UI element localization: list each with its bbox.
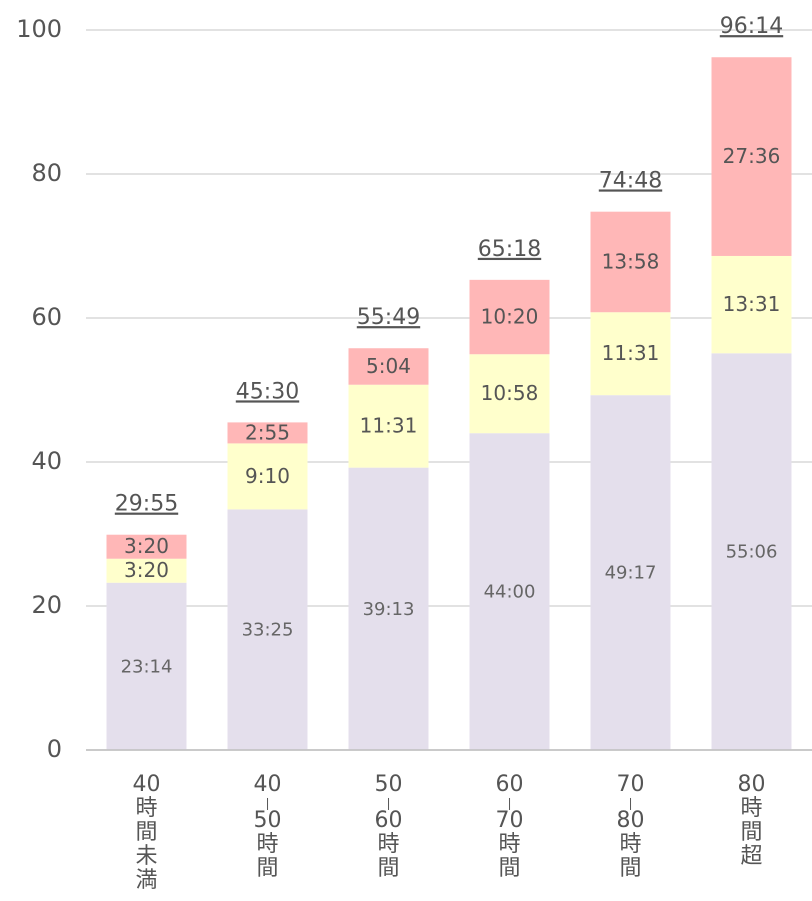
x-tick-char: 時 — [619, 832, 641, 857]
value-label: 39:13 — [363, 599, 415, 620]
x-tick-char: 時 — [256, 832, 278, 857]
x-tick-char: ❘ — [262, 796, 272, 810]
x-tick-char: 未 — [135, 844, 157, 869]
bar-segment — [227, 422, 308, 444]
bar-segment — [590, 211, 671, 313]
x-tick-label: 50 ❘ 60 時間 — [375, 772, 403, 881]
value-label: 3:20 — [124, 558, 169, 582]
value-label: 10:58 — [481, 381, 539, 405]
total-label: 55:49 — [357, 305, 420, 330]
x-tick-label: 40 時間未満 — [133, 772, 161, 893]
x-tick-char: 時 — [498, 832, 520, 857]
y-tick-label: 20 — [31, 591, 62, 619]
x-tick-char: 間 — [498, 856, 520, 881]
bar-segment — [711, 57, 792, 256]
x-tick-char: 80 — [617, 808, 645, 833]
x-tick-char: 時 — [377, 832, 399, 857]
x-tick-char: 間 — [256, 856, 278, 881]
bar-segment — [469, 279, 550, 355]
bar-segment — [227, 443, 308, 510]
y-tick-label: 80 — [31, 159, 62, 187]
x-tick-char: 70 — [617, 772, 645, 797]
x-tick-char: ❘ — [383, 796, 393, 810]
value-label: 44:00 — [484, 582, 536, 603]
x-tick-char: 間 — [619, 856, 641, 881]
x-tick-char: 80 — [738, 772, 766, 797]
value-label: 5:04 — [366, 354, 411, 378]
x-tick-char: 満 — [135, 868, 157, 893]
bar-segment — [106, 582, 187, 750]
value-label: 11:31 — [602, 341, 660, 365]
x-tick-char: 間 — [377, 856, 399, 881]
y-tick-label: 0 — [47, 735, 62, 763]
x-tick-char: 間 — [135, 820, 157, 845]
bar-segment — [348, 384, 429, 468]
x-tick-char: 40 — [133, 772, 161, 797]
value-label: 27:36 — [723, 144, 781, 168]
value-label: 2:55 — [245, 420, 290, 444]
total-label: 29:55 — [115, 492, 178, 517]
value-label: 3:20 — [124, 534, 169, 558]
total-label: 74:48 — [599, 168, 662, 193]
x-tick-char: 60 — [375, 808, 403, 833]
bar-segment — [711, 353, 792, 750]
x-tick-char: 40 — [254, 772, 282, 797]
total-label: 65:18 — [478, 237, 541, 262]
value-label: 11:31 — [360, 414, 418, 438]
x-tick-char: 間 — [740, 820, 762, 845]
x-tick-label: 70 ❘ 80 時間 — [617, 772, 645, 881]
x-tick-label: 80 時間超 — [738, 772, 766, 869]
x-tick-label: 60 ❘ 70 時間 — [496, 772, 524, 881]
bar-segment — [348, 348, 429, 385]
value-label: 23:14 — [121, 656, 173, 677]
bar-segment — [469, 354, 550, 434]
value-label: 55:06 — [726, 542, 778, 563]
bar-segment — [106, 558, 187, 583]
x-tick-char: 超 — [740, 844, 762, 869]
x-tick-char: 時 — [740, 796, 762, 821]
x-tick-char: 60 — [496, 772, 524, 797]
bar-segment — [348, 467, 429, 750]
x-tick-char: 70 — [496, 808, 524, 833]
value-label: 33:25 — [242, 620, 294, 641]
value-label: 10:20 — [481, 305, 539, 329]
value-label: 13:58 — [602, 249, 660, 273]
x-tick-label: 40 ❘ 50 時間 — [254, 772, 282, 881]
y-tick-label: 100 — [16, 15, 62, 43]
x-tick-char: 時 — [135, 796, 157, 821]
y-tick-label: 40 — [31, 447, 62, 475]
x-tick-char: ❘ — [504, 796, 514, 810]
total-label: 96:14 — [720, 14, 783, 39]
bar-segment — [590, 312, 671, 396]
bar-segment — [227, 509, 308, 750]
value-label: 9:10 — [245, 464, 290, 488]
total-label: 45:30 — [236, 379, 299, 404]
y-tick-label: 60 — [31, 303, 62, 331]
x-tick-char: ❘ — [625, 796, 635, 810]
value-label: 13:31 — [723, 292, 781, 316]
bar-segment — [711, 255, 792, 354]
x-tick-char: 50 — [254, 808, 282, 833]
bar-segment — [590, 395, 671, 750]
bar-segment — [106, 534, 187, 559]
x-tick-char: 50 — [375, 772, 403, 797]
bar-segment — [469, 433, 550, 750]
value-label: 49:17 — [605, 563, 657, 584]
